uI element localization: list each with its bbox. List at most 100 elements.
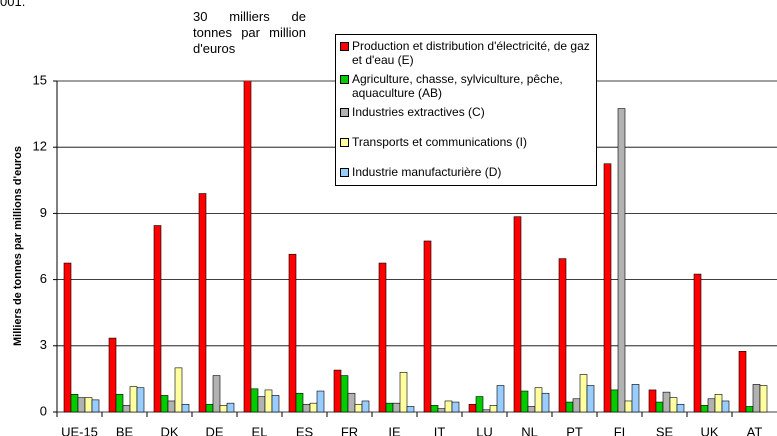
bar bbox=[631, 384, 640, 413]
x-tick-label: FI bbox=[614, 424, 626, 436]
bar bbox=[541, 392, 550, 413]
x-tick-label: FR bbox=[341, 424, 358, 436]
y-axis-label: Milliers de tonnes par millions d'euros bbox=[12, 146, 24, 346]
bar bbox=[738, 351, 747, 413]
bar bbox=[347, 392, 356, 413]
bar bbox=[482, 409, 491, 413]
y-tick-label: 0 bbox=[40, 403, 47, 418]
legend-swatch bbox=[340, 42, 349, 51]
x-tick-label: AT bbox=[747, 424, 763, 436]
legend-swatch bbox=[340, 138, 349, 147]
y-tick-label: 6 bbox=[40, 271, 47, 286]
legend-item: Agriculture, chasse, sylviculture, pêche… bbox=[340, 72, 592, 100]
bar bbox=[84, 397, 93, 413]
bar bbox=[226, 402, 235, 413]
x-tick-label: EL bbox=[252, 424, 268, 436]
bar bbox=[617, 108, 626, 413]
legend-label: Agriculture, chasse, sylviculture, pêche… bbox=[352, 72, 563, 100]
bar bbox=[271, 395, 280, 413]
bar bbox=[167, 400, 176, 413]
bar bbox=[586, 385, 595, 413]
bar bbox=[250, 388, 259, 413]
bar bbox=[181, 403, 190, 413]
legend-label: Industrie manufacturière (D) bbox=[352, 165, 502, 179]
bar bbox=[579, 374, 588, 413]
bar bbox=[129, 386, 138, 413]
bar bbox=[257, 396, 266, 413]
bar bbox=[655, 401, 664, 413]
bar bbox=[361, 400, 370, 413]
bar bbox=[745, 406, 754, 413]
bar bbox=[302, 403, 311, 413]
legend-swatch bbox=[340, 108, 349, 117]
bar bbox=[70, 394, 79, 413]
bar bbox=[333, 369, 342, 413]
x-tick-label: IE bbox=[388, 424, 401, 436]
bar bbox=[513, 216, 522, 413]
bar bbox=[444, 400, 453, 413]
bar bbox=[534, 387, 543, 413]
bar bbox=[136, 387, 145, 413]
bar bbox=[243, 81, 252, 413]
bar bbox=[610, 389, 619, 413]
legend-item: Industries extractives (C) bbox=[340, 105, 592, 119]
legend-swatch bbox=[340, 75, 349, 84]
annotation: 30 milliers de tonnes par million d'euro… bbox=[193, 9, 306, 56]
bar bbox=[174, 367, 183, 413]
bar bbox=[714, 394, 723, 413]
y-tick-label: 3 bbox=[40, 337, 47, 352]
bar bbox=[430, 405, 439, 413]
legend-item: Production et distribution d'électricité… bbox=[340, 39, 592, 67]
bar bbox=[423, 240, 432, 413]
bar bbox=[693, 273, 702, 413]
legend-swatch bbox=[340, 168, 349, 177]
x-tick-label: BE bbox=[116, 424, 134, 436]
bar bbox=[676, 403, 685, 413]
bar bbox=[572, 398, 581, 413]
bar bbox=[115, 394, 124, 413]
bar bbox=[489, 405, 498, 413]
bar bbox=[759, 385, 768, 413]
bar bbox=[669, 397, 678, 413]
bar bbox=[406, 406, 415, 413]
bar bbox=[212, 375, 221, 413]
x-tick-label: DE bbox=[205, 424, 223, 436]
bar bbox=[752, 384, 761, 413]
legend-item: Transports et communications (I) bbox=[340, 135, 592, 149]
bar bbox=[603, 163, 612, 413]
bar bbox=[399, 371, 408, 413]
bar bbox=[91, 399, 100, 413]
bar bbox=[77, 397, 86, 413]
bar bbox=[451, 401, 460, 413]
bar bbox=[153, 225, 162, 413]
bar bbox=[700, 405, 709, 413]
x-tick-label: IT bbox=[434, 424, 446, 436]
x-tick-label: UE-15 bbox=[61, 424, 98, 436]
bar bbox=[264, 389, 273, 413]
bar bbox=[721, 400, 730, 413]
bar bbox=[475, 396, 484, 413]
bar bbox=[122, 405, 131, 413]
bar bbox=[520, 390, 529, 413]
bar bbox=[198, 193, 207, 413]
x-tick-label: SE bbox=[656, 424, 674, 436]
y-tick-label: 12 bbox=[33, 139, 47, 154]
bar bbox=[648, 389, 657, 413]
bar bbox=[496, 385, 505, 413]
bar bbox=[707, 398, 716, 413]
bar bbox=[662, 391, 671, 413]
legend-label: Industries extractives (C) bbox=[352, 105, 485, 119]
y-tick-label: 15 bbox=[33, 72, 47, 87]
bar bbox=[565, 401, 574, 413]
x-tick-label: LU bbox=[476, 424, 493, 436]
legend-item: Industrie manufacturière (D) bbox=[340, 165, 592, 179]
bar bbox=[385, 402, 394, 413]
legend-label: Transports et communications (I) bbox=[352, 135, 527, 149]
y-tick-label: 9 bbox=[40, 205, 47, 220]
title-fragment: 001. bbox=[0, 0, 26, 9]
bar bbox=[392, 402, 401, 413]
bar bbox=[160, 395, 169, 413]
bar bbox=[340, 375, 349, 413]
